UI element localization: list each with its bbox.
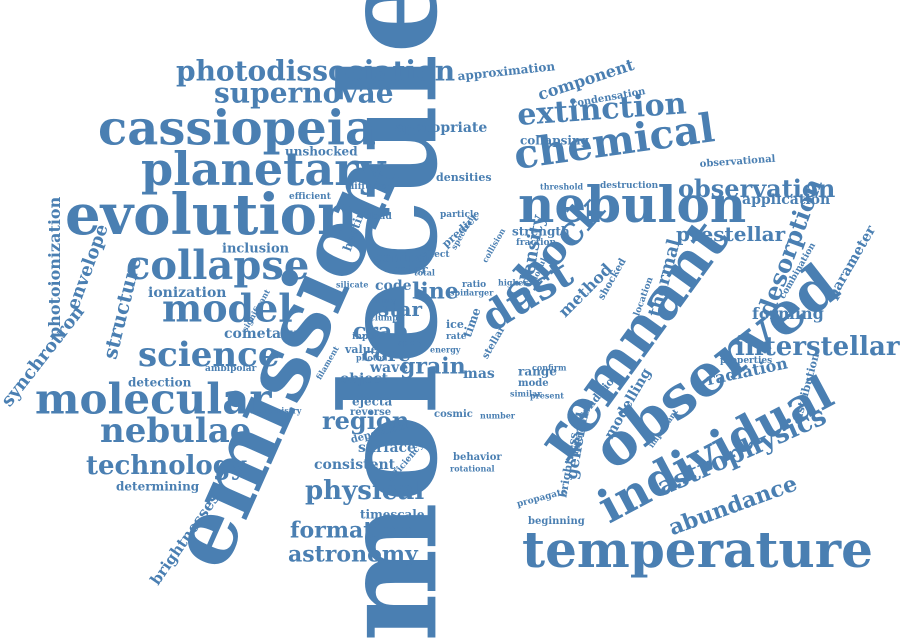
cloud-word-dusty: dusty [372, 295, 397, 306]
cloud-word-ionization: ionization [148, 284, 227, 301]
cloud-word-range: range [518, 364, 557, 379]
cloud-word-unshocked: unshocked [285, 144, 358, 159]
cloud-word-science: science [138, 334, 280, 375]
cloud-word-prestellar: prestellar [676, 222, 786, 246]
cloud-word-energy: energy [430, 344, 461, 355]
cloud-word-evolution: evolution [65, 182, 358, 249]
cloud-word-particle: particle [440, 209, 480, 220]
cloud-word-cometary: cometary [224, 325, 297, 342]
cloud-word-value: value [345, 343, 378, 357]
cloud-word-region: region [322, 405, 410, 435]
cloud-word-efficient: efficient [289, 191, 331, 202]
cloud-word-collision: collision [479, 226, 508, 265]
cloud-word-similar: similar [510, 388, 542, 399]
cloud-word-silicate: silicate [336, 279, 369, 290]
cloud-word-beginning: beginning [528, 516, 585, 527]
cloud-word-cloud: cloud [364, 211, 392, 222]
cloud-word-planetary: planetary [141, 142, 386, 197]
cloud-word-densities: densities [436, 171, 492, 185]
cloud-word-model: model [162, 285, 293, 331]
cloud-word-present: present [530, 390, 565, 401]
cloud-word-spin: spin [450, 287, 469, 298]
cloud-word-behavior: behavior [453, 452, 502, 463]
cloud-word-grain: grain [400, 353, 466, 380]
cloud-word-supernovae: supernovae [214, 76, 394, 110]
cloud-word-larger: larger [466, 287, 494, 298]
cloud-word-number: number [480, 410, 515, 421]
cloud-word-forming: forming [752, 304, 824, 324]
cloud-word-photodissociation: photodissociation [176, 54, 456, 88]
cloud-word-collapse: collapse [126, 242, 310, 289]
cloud-word-diffusion: diffusion [348, 181, 393, 192]
cloud-word-mode: mode [518, 378, 549, 389]
cloud-word-rate: rate [446, 331, 467, 342]
cloud-word-properties: properties [720, 355, 773, 366]
cloud-word-appropriate: appropriate [395, 119, 488, 136]
cloud-word-propagate: propagate [515, 486, 568, 510]
cloud-word-clump: clump [370, 312, 398, 323]
cloud-word-strength: strength [512, 224, 570, 239]
cloud-word-physical: physical [305, 476, 425, 507]
cloud-word-fraction: fraction [516, 237, 557, 248]
cloud-word-effect: effect [421, 249, 450, 260]
cloud-word-stellar: stellar [480, 324, 508, 361]
cloud-word-collapsing: collapsing [520, 133, 590, 148]
cloud-word-cassiopeia: cassiopeia [98, 100, 377, 157]
cloud-word-threshold: threshold [540, 181, 584, 192]
cloud-word-object: object [340, 370, 389, 387]
cloud-word-approximation: approximation [456, 59, 556, 84]
cloud-word-ambipolar: ambipolar [205, 363, 257, 374]
cloud-word-observational: observational [699, 153, 776, 170]
cloud-word-observation: observation [678, 173, 836, 203]
cloud-word-ejecta: ejecta [352, 394, 393, 409]
cloud-word-higher: higher [498, 277, 528, 288]
cloud-word-surface: surface [358, 439, 416, 456]
cloud-word-chemistry: chemistry [257, 405, 302, 416]
cloud-word-total: total [414, 267, 435, 278]
cloud-word-technology: technology [86, 451, 247, 482]
cloud-word-destruction: destruction [600, 180, 659, 191]
cloud-word-consistent: consistent [314, 456, 396, 473]
cloud-word-timescale: timescale [360, 507, 425, 522]
cloud-word-confirm: confirm [532, 362, 567, 373]
cloud-word-apply: apply [398, 337, 423, 348]
cloud-word-temperature: temperature [522, 520, 873, 579]
cloud-word-astronomy: astronomy [288, 541, 418, 568]
cloud-word-detection: detection [128, 375, 192, 390]
cloud-word-cosmic: cosmic [434, 409, 473, 420]
cloud-word-application: application [742, 191, 831, 208]
cloud-word-photoionization: photoionization [45, 196, 65, 338]
cloud-word-ratio: ratio [462, 279, 487, 290]
cloud-word-reverse: reverse [350, 407, 392, 418]
cloud-word-formation: formation [290, 517, 413, 544]
cloud-word-nebulae: nebulae [100, 410, 252, 451]
cloud-word-inclusion: inclusion [222, 241, 290, 257]
cloud-word-nebulon: nebulon [518, 175, 747, 234]
cloud-word-input: input [352, 331, 379, 342]
cloud-word-mas: mas [463, 365, 495, 382]
cloud-word-line: line [412, 278, 459, 305]
cloud-word-code: code [375, 277, 412, 294]
cloud-word-core: core [362, 342, 411, 366]
cloud-word-ice: ice [446, 318, 464, 332]
cloud-word-wave: wave [370, 359, 409, 376]
cloud-word-determining: determining [116, 479, 200, 494]
cloud-word-rotational: rotational [450, 463, 495, 474]
cloud-word-central: central [374, 249, 430, 266]
cloud-word-molecular: molecular [35, 374, 272, 424]
cloud-word-crab: crab [353, 318, 408, 345]
cloud-word-parameter: parameter [824, 223, 880, 302]
cloud-word-interstellar: interstellar [735, 332, 900, 363]
cloud-word-photon: photon [356, 352, 388, 363]
cloud-word-star: star [378, 297, 422, 321]
cloud-word-water: water [390, 262, 428, 277]
